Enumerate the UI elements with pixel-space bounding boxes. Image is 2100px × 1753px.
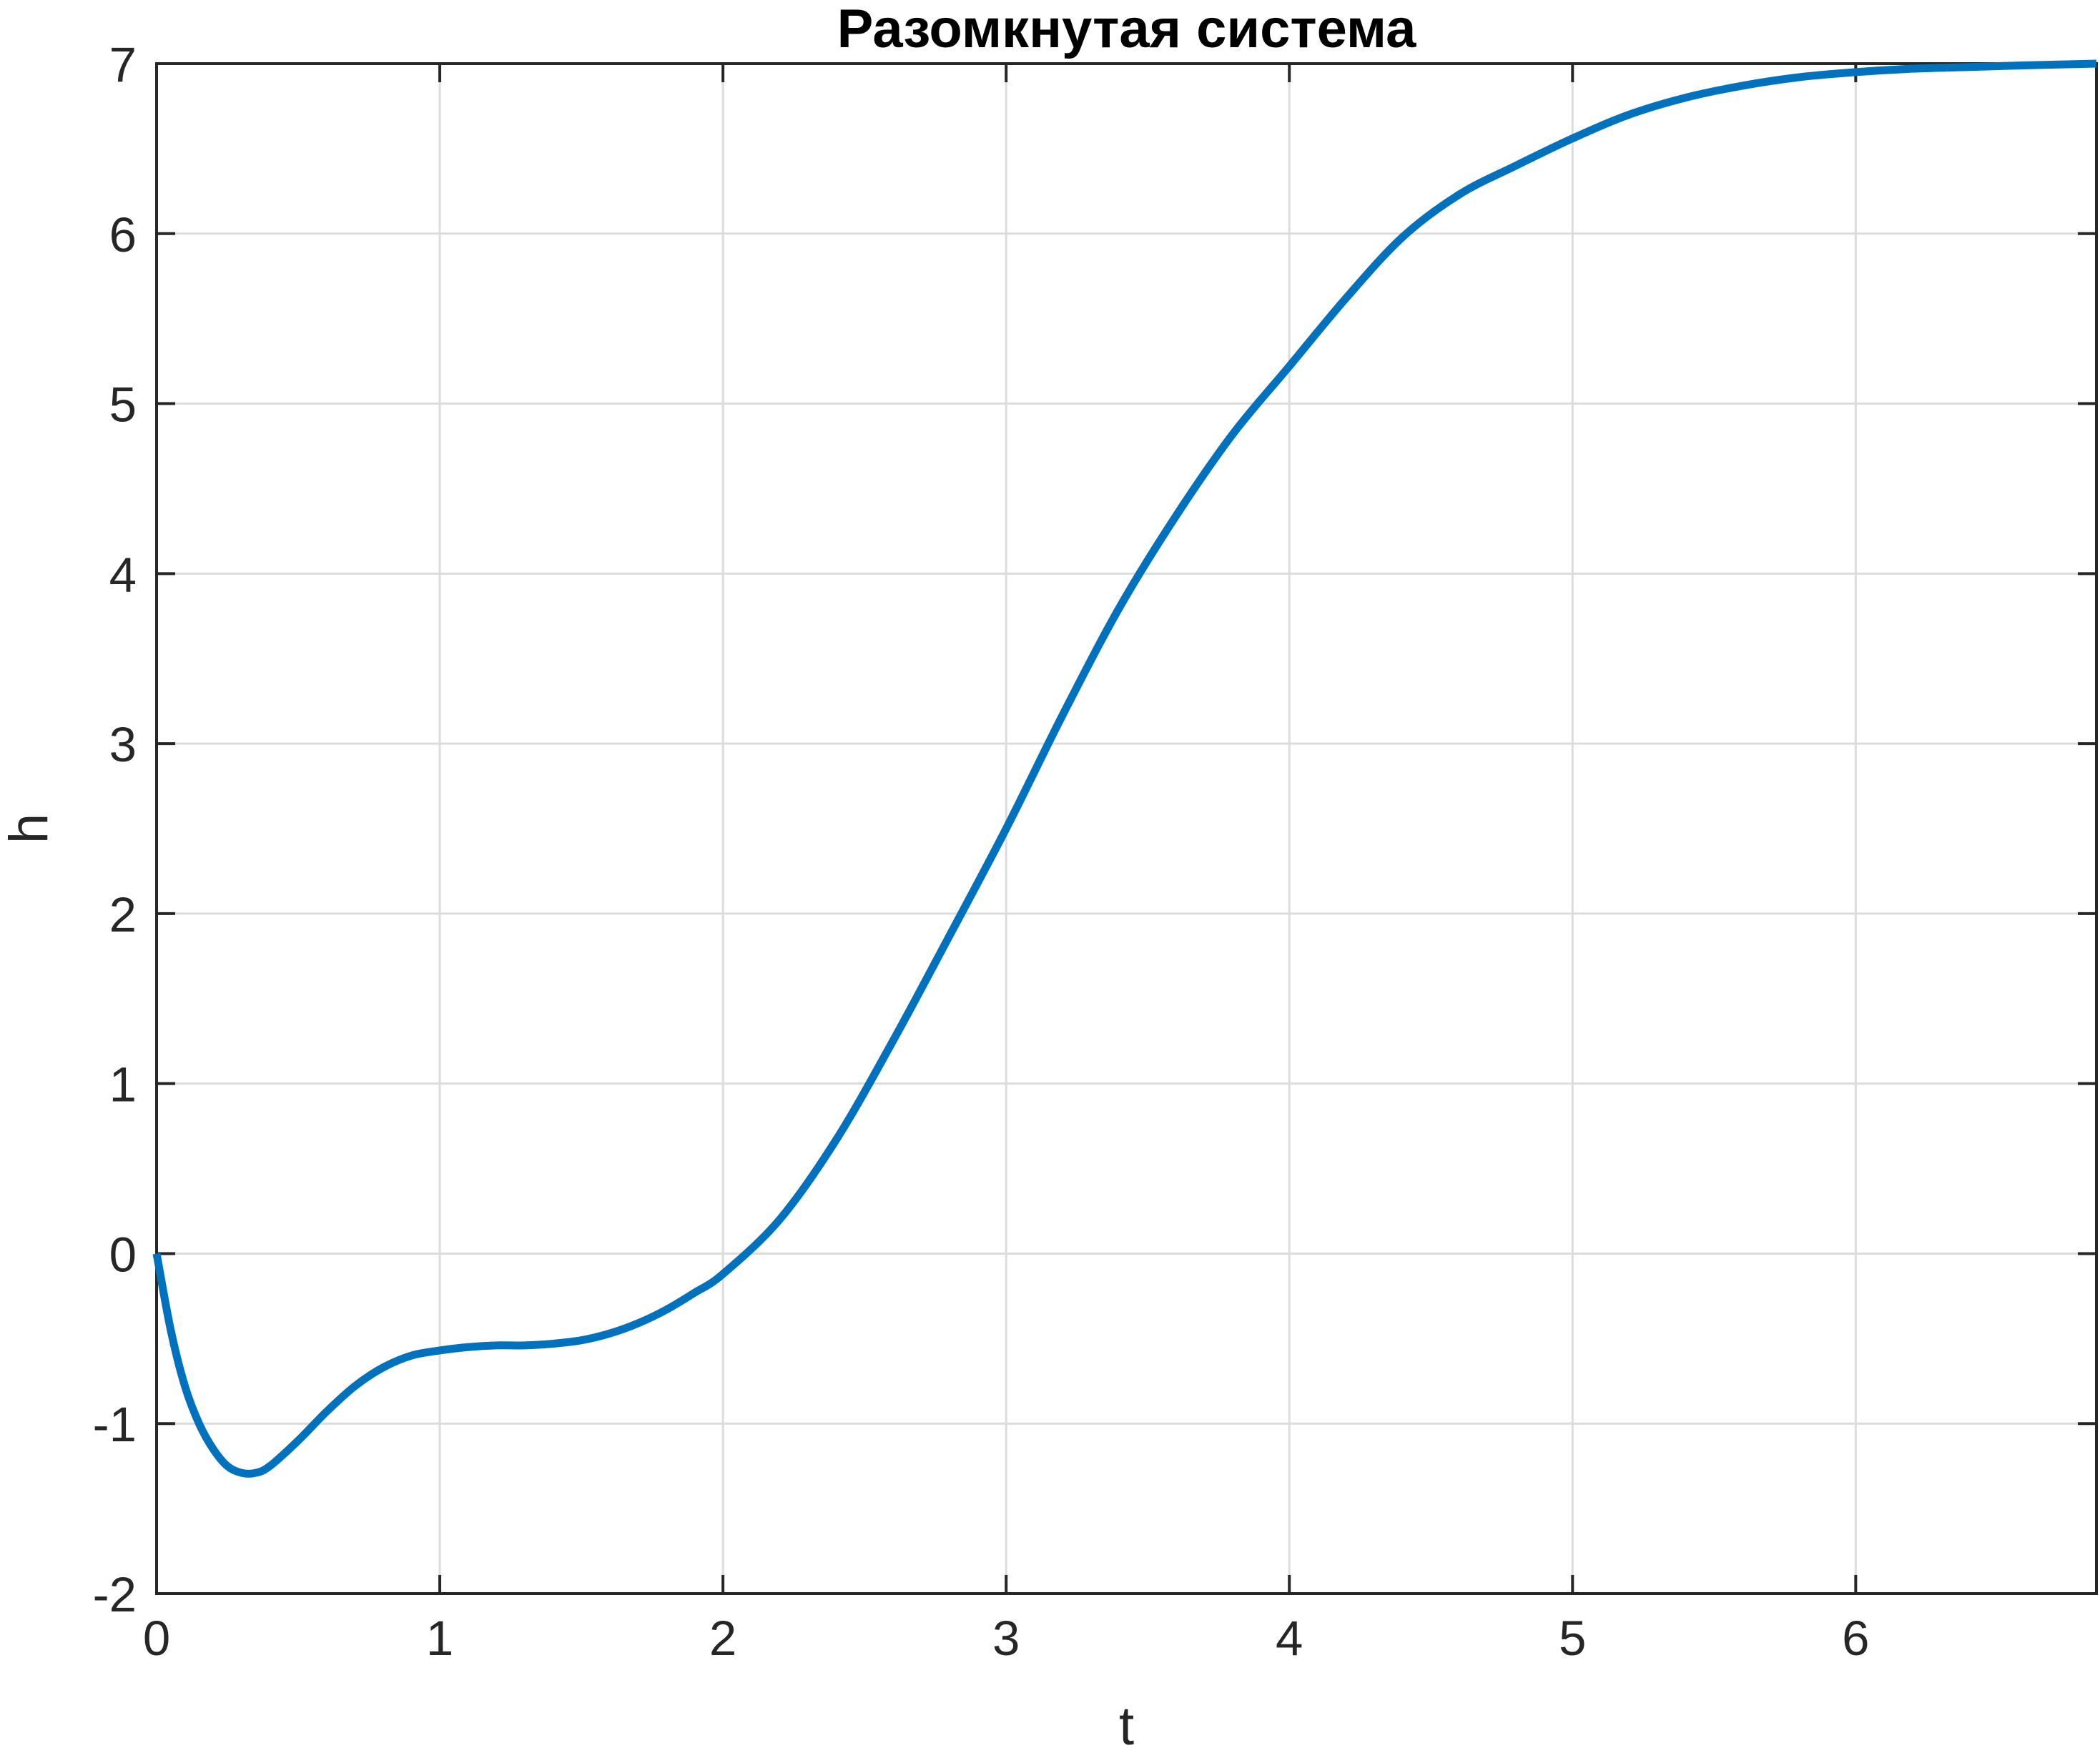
y-tick-label: 3 (109, 717, 137, 772)
y-axis-label: h (0, 814, 59, 844)
x-tick-label: 0 (143, 1611, 170, 1666)
x-tick-labels: 0 1 2 3 4 5 6 (143, 1611, 1870, 1666)
x-axis-label: t (1119, 1696, 1134, 1753)
axes-box (155, 62, 2098, 1595)
x-tick-label: 2 (709, 1611, 736, 1666)
y-tick-label: 5 (109, 377, 137, 433)
x-tick-label: 4 (1276, 1611, 1303, 1666)
x-tick-label: 1 (426, 1611, 453, 1666)
y-tick-label: 4 (109, 547, 137, 602)
y-tick-label: 7 (109, 37, 137, 92)
tick-marks (155, 62, 2096, 1595)
chart-title: Разомкнутая система (837, 0, 1416, 59)
y-tick-label: 0 (109, 1227, 137, 1282)
x-tick-label: 3 (992, 1611, 1020, 1666)
x-tick-label: 5 (1559, 1611, 1586, 1666)
y-tick-label: 1 (109, 1057, 137, 1112)
series-layer (152, 59, 2097, 1478)
y-tick-label: -1 (93, 1397, 137, 1452)
y-tick-label: 2 (109, 887, 137, 942)
y-tick-labels: -2 -1 0 1 2 3 4 5 6 7 (93, 37, 137, 1622)
y-tick-label: -2 (93, 1567, 137, 1622)
x-tick-label: 6 (1842, 1611, 1869, 1666)
series-line-0 (152, 59, 2097, 1478)
y-tick-label: 6 (109, 207, 137, 262)
